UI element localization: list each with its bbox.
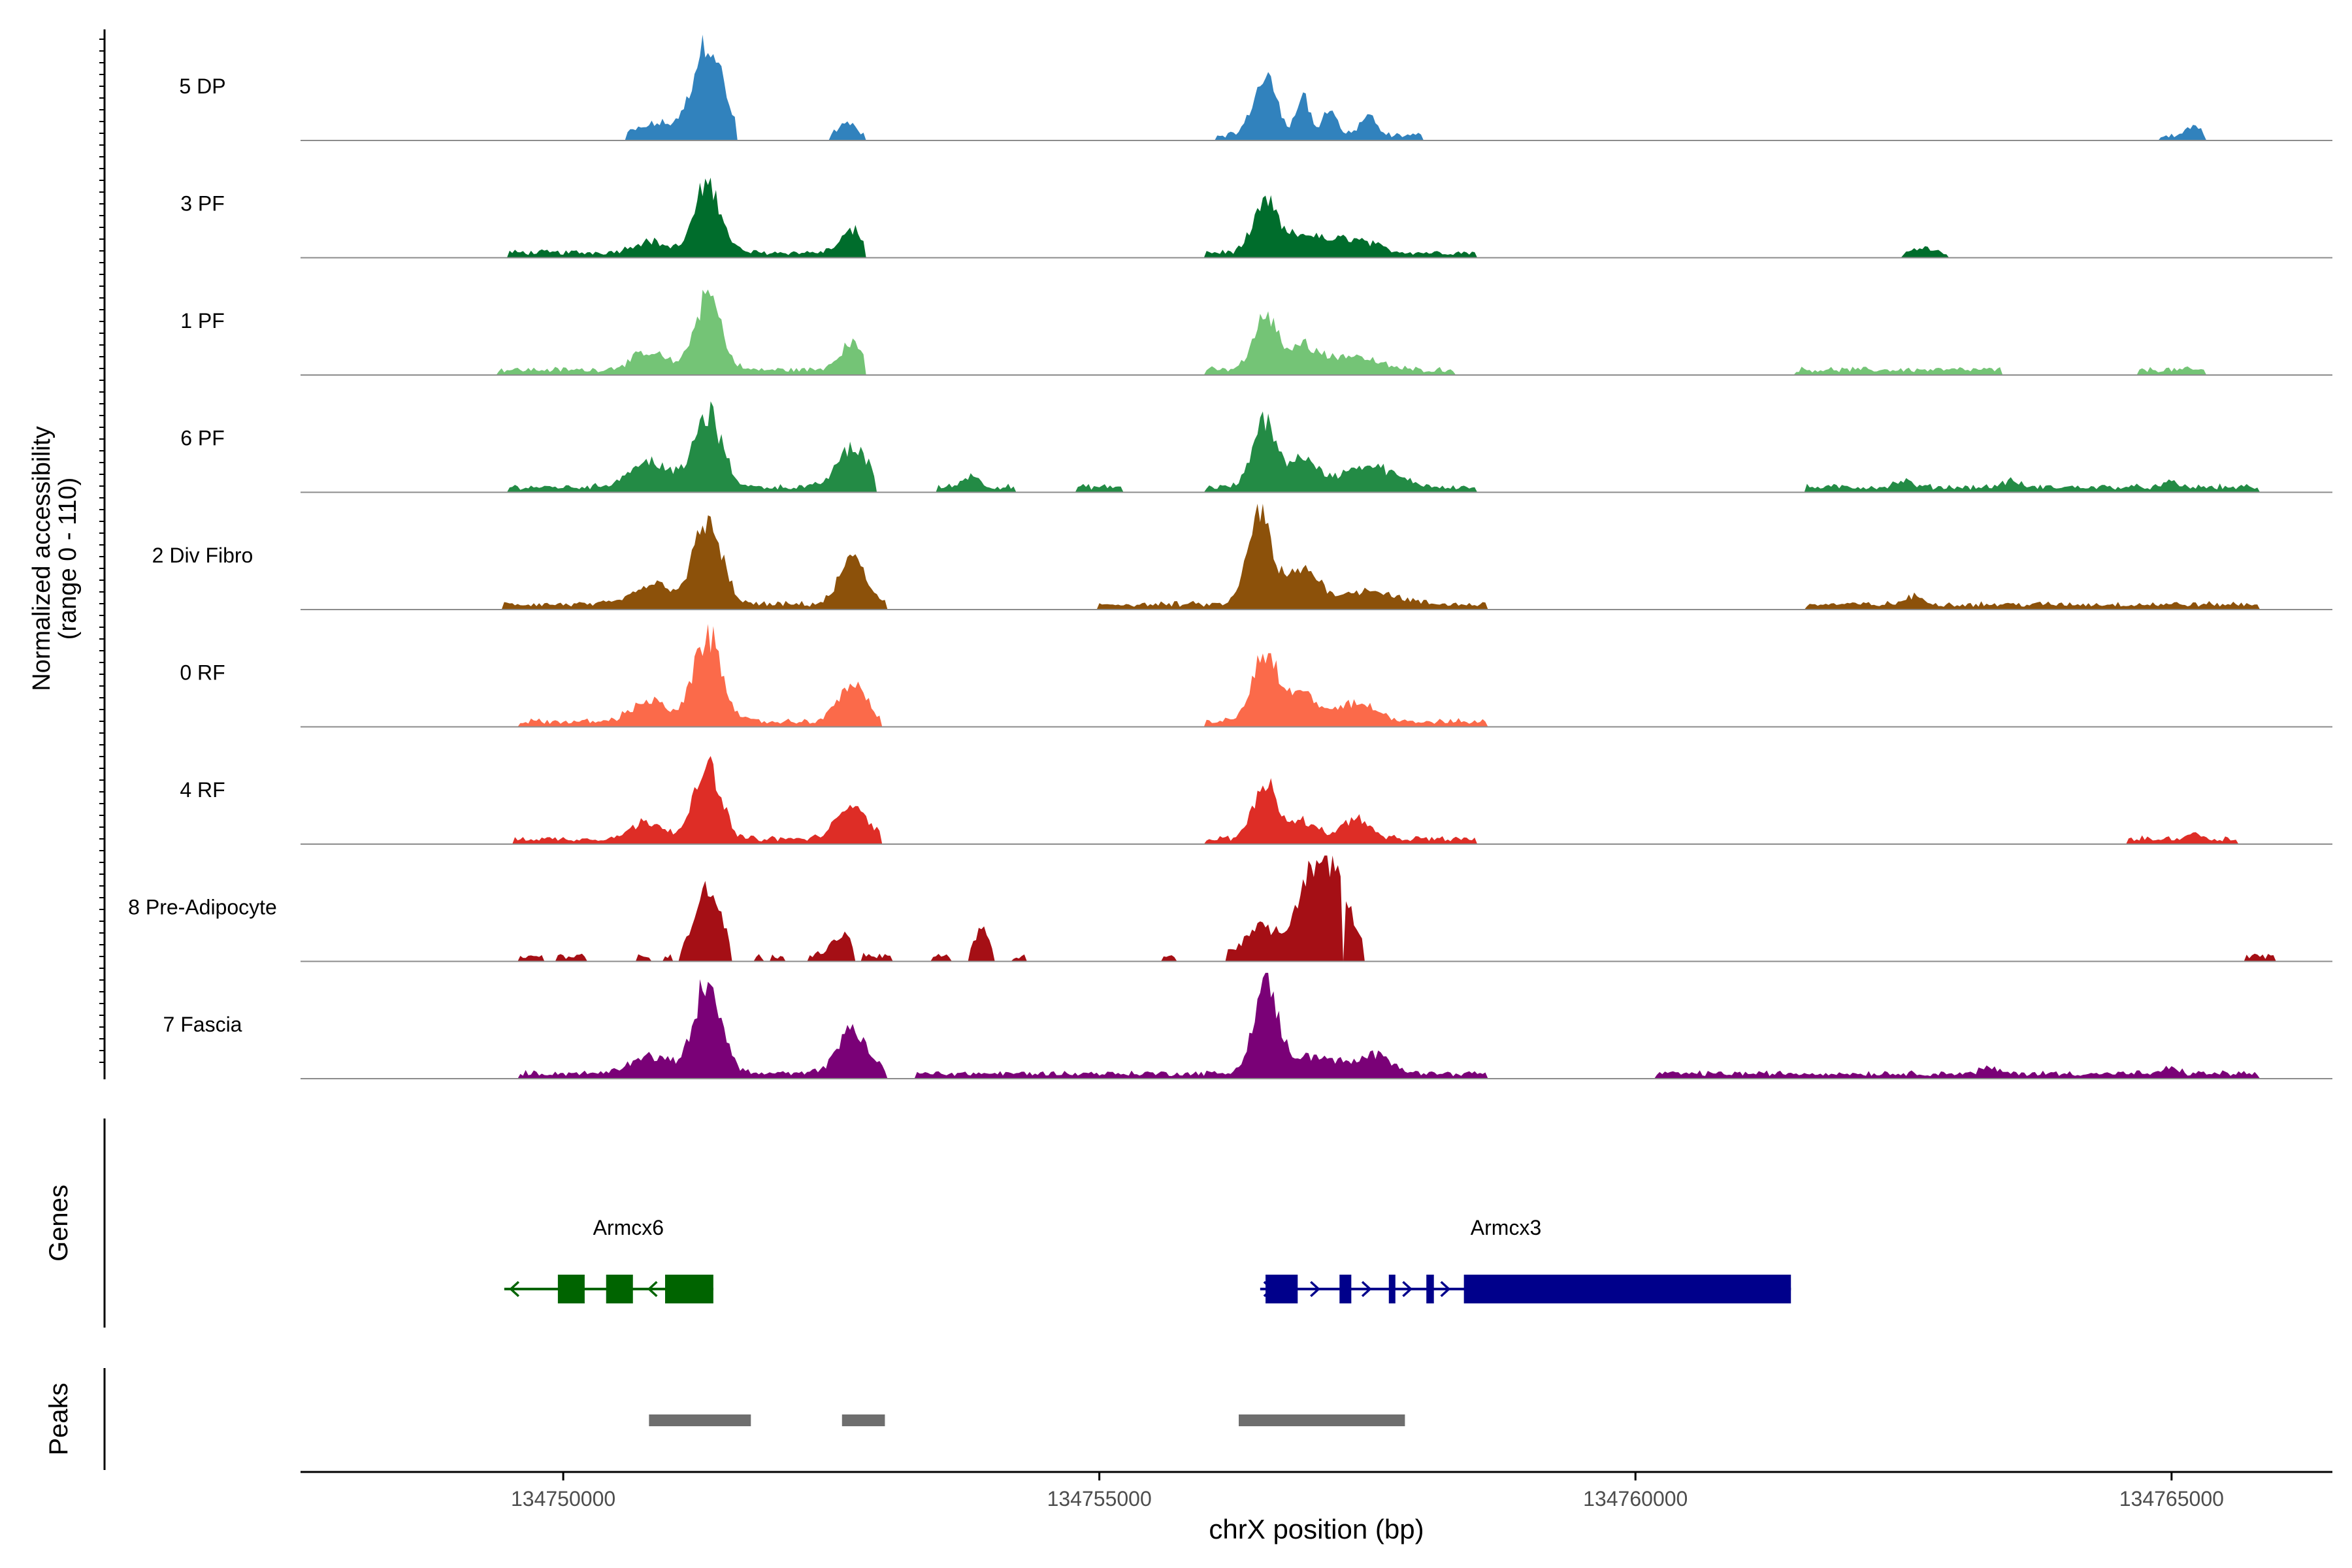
coverage-area-5-dp bbox=[301, 35, 2332, 140]
x-tick-label: 134765000 bbox=[2119, 1487, 2224, 1511]
strand-arrow bbox=[1402, 1281, 1413, 1298]
x-tick-label: 134755000 bbox=[1047, 1487, 1152, 1511]
track-0-rf bbox=[301, 624, 2332, 728]
track-2-div-fibro bbox=[301, 504, 2332, 610]
coverage-area-7-fascia bbox=[301, 973, 2332, 1079]
track-label: 5 DP bbox=[179, 74, 225, 98]
x-axis-ticks: 134750000 134755000 134760000 134765000 bbox=[511, 1472, 2224, 1511]
track-3-pf bbox=[301, 177, 2332, 259]
y-axis-label: Normalized accessibility bbox=[28, 426, 56, 691]
x-tick-label: 134760000 bbox=[1583, 1487, 1688, 1511]
peak-region bbox=[1239, 1414, 1405, 1426]
strand-arrow bbox=[509, 1281, 520, 1298]
track-label: 2 Div Fibro bbox=[152, 544, 253, 567]
track-7-fascia bbox=[301, 973, 2332, 1079]
gene-exon bbox=[557, 1275, 585, 1303]
track-label: 1 PF bbox=[180, 309, 225, 333]
coverage-area-3-pf bbox=[301, 177, 2332, 258]
gene-exon bbox=[1426, 1275, 1434, 1303]
peak-regions bbox=[649, 1414, 1405, 1426]
coverage-area-2-div-fibro bbox=[301, 504, 2332, 610]
strand-arrow bbox=[1263, 1281, 1274, 1298]
track-1-pf bbox=[301, 289, 2332, 376]
coverage-tracks bbox=[301, 35, 2332, 1079]
x-axis-label: chrX position (bp) bbox=[1209, 1514, 1424, 1544]
gene-exon bbox=[1388, 1275, 1396, 1303]
strand-arrow bbox=[1361, 1281, 1372, 1298]
gene-exon bbox=[1463, 1275, 1791, 1303]
track-label: 4 RF bbox=[180, 778, 225, 802]
strand-arrow bbox=[647, 1281, 658, 1298]
peaks-panel-label: Peaks bbox=[44, 1382, 73, 1455]
x-tick-label: 134750000 bbox=[511, 1487, 615, 1511]
y-axis-ticks bbox=[99, 39, 105, 1063]
coverage-area-6-pf bbox=[301, 401, 2332, 493]
peak-region bbox=[841, 1414, 885, 1426]
genes-panel-label: Genes bbox=[44, 1184, 73, 1262]
coverage-area-8-pre-adipocyte bbox=[301, 855, 2332, 962]
track-label: 8 Pre-Adipocyte bbox=[128, 896, 277, 919]
track-6-pf bbox=[301, 401, 2332, 493]
track-labels: 5 DP 3 PF 1 PF 6 PF 2 Div Fibro 0 RF 4 RF 8 Pre… bbox=[128, 74, 277, 1036]
track-label: 3 PF bbox=[180, 192, 225, 216]
gene-armcx3: Armcx3 bbox=[1260, 1216, 1791, 1303]
gene-exon bbox=[664, 1275, 713, 1303]
track-label: 7 Fascia bbox=[163, 1013, 242, 1036]
track-label: 0 RF bbox=[180, 661, 225, 685]
coverage-area-4-rf bbox=[301, 756, 2332, 844]
strand-arrow bbox=[1440, 1281, 1451, 1298]
strand-arrow bbox=[1310, 1281, 1320, 1298]
gene-name: Armcx6 bbox=[593, 1216, 664, 1239]
coverage-area-1-pf bbox=[301, 289, 2332, 375]
gene-name: Armcx3 bbox=[1471, 1216, 1541, 1239]
y-axis-range-label: (range 0 - 110) bbox=[54, 478, 82, 640]
gene-armcx6: Armcx6 bbox=[504, 1216, 713, 1303]
track-4-rf bbox=[301, 756, 2332, 845]
gene-exon bbox=[1339, 1275, 1352, 1303]
gene-exon bbox=[606, 1275, 633, 1303]
gene-models: Armcx6 Armcx3 bbox=[504, 1216, 1791, 1303]
track-5-dp bbox=[301, 35, 2332, 141]
track-8-pre-adipocyte bbox=[301, 855, 2332, 962]
peak-region bbox=[649, 1414, 751, 1426]
coverage-area-0-rf bbox=[301, 624, 2332, 727]
track-label: 6 PF bbox=[180, 427, 225, 450]
